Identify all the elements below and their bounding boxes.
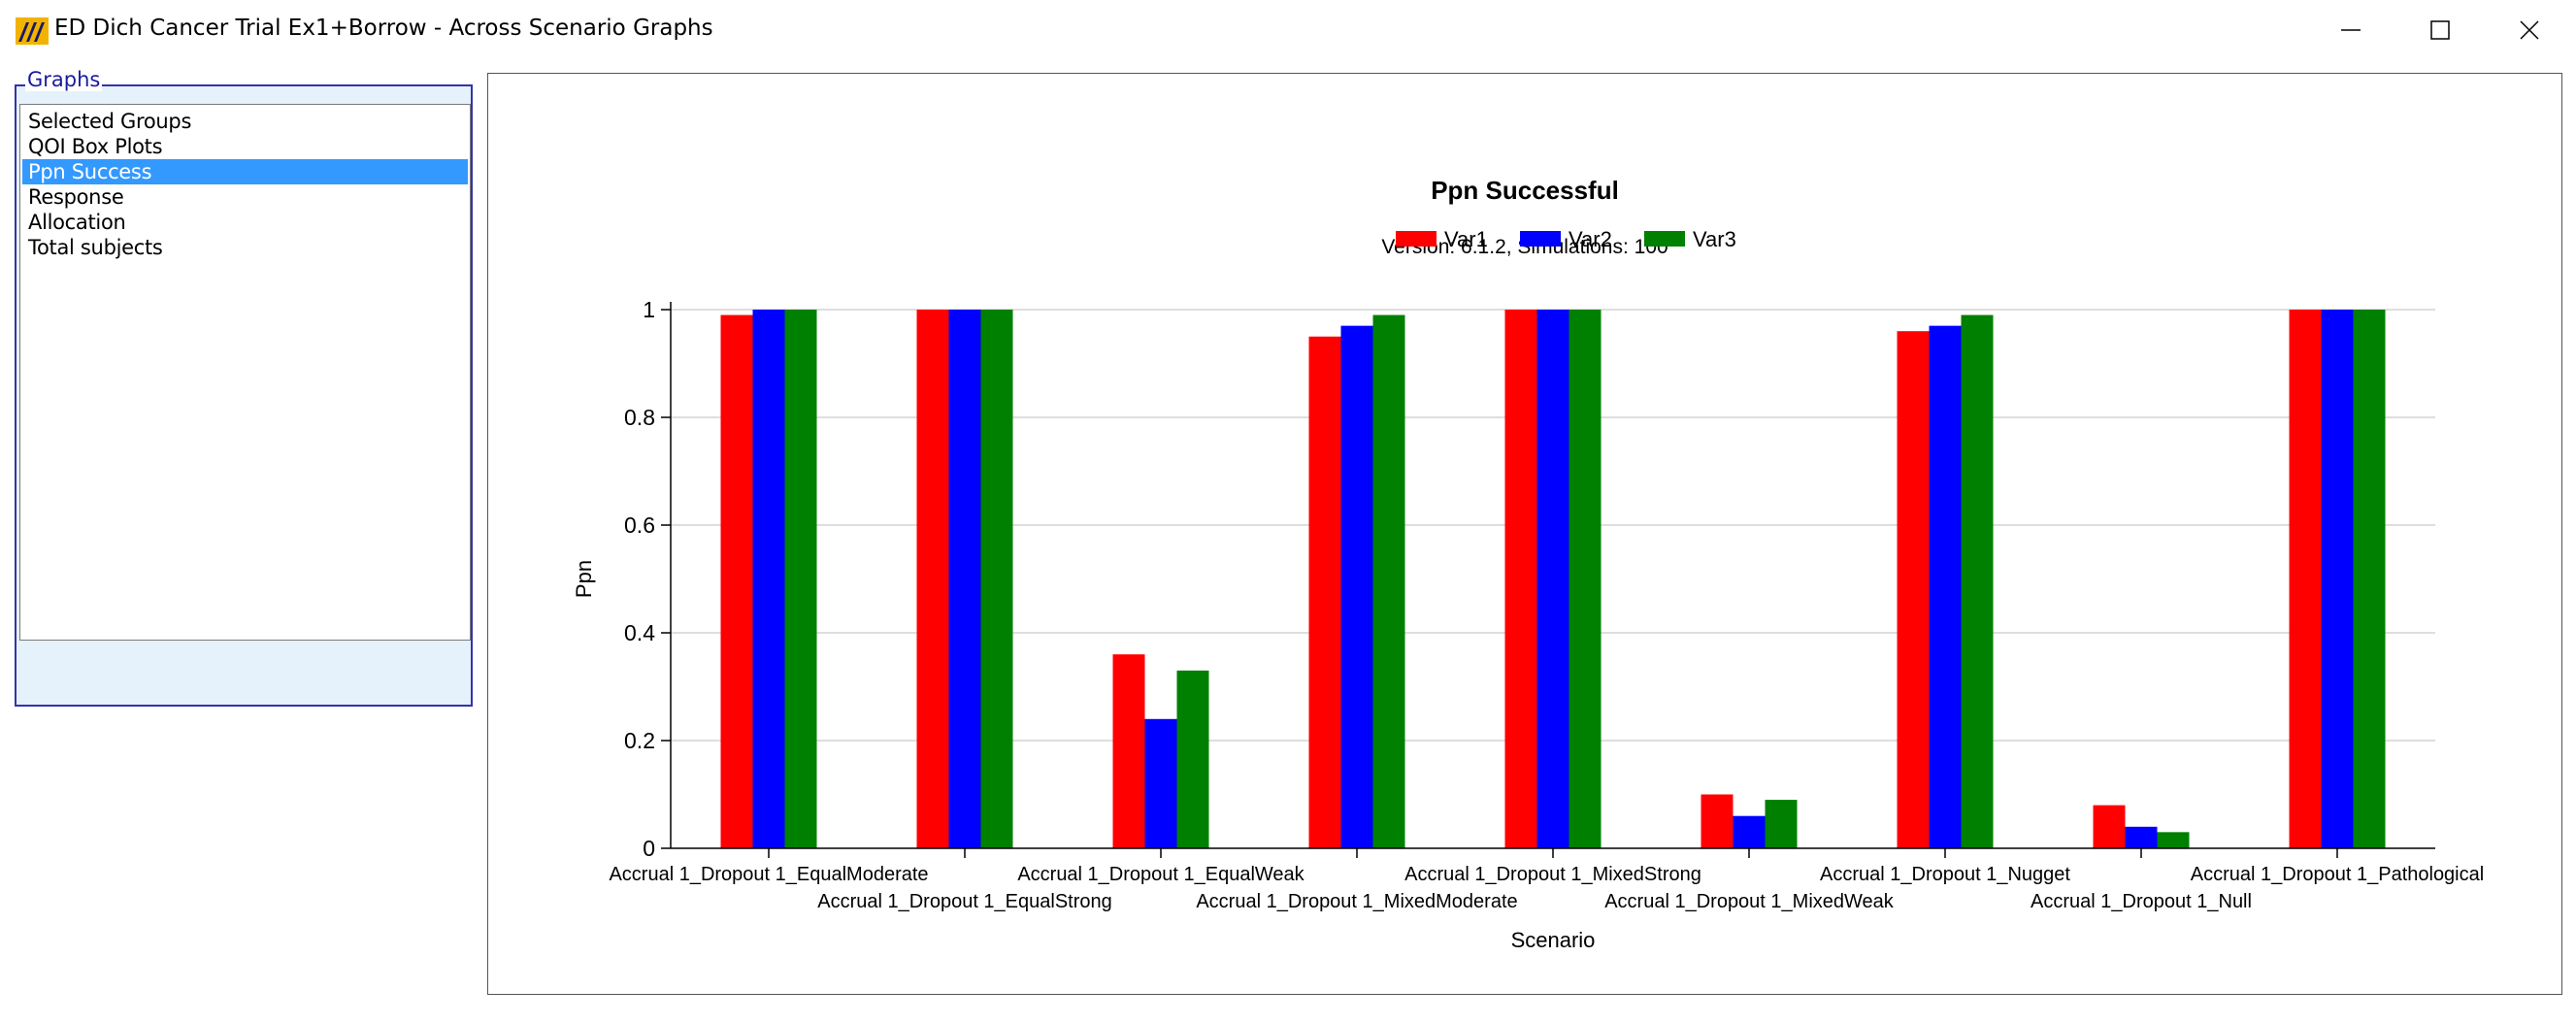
legend-label-var1: Var1 xyxy=(1444,227,1488,251)
bar-var3 xyxy=(1765,800,1798,848)
graphs-groupbox-label: Graphs xyxy=(25,68,103,91)
y-tick-label: 0.8 xyxy=(624,405,655,430)
x-tick-label: Accrual 1_Dropout 1_Nugget xyxy=(1820,864,2070,885)
chart-panel: Ppn Successful Version: 6.1.2, Simulatio… xyxy=(487,73,2562,995)
bar-var3 xyxy=(784,310,817,848)
maximize-icon xyxy=(2430,20,2450,40)
bar-var3 xyxy=(1372,314,1405,848)
bar-var1 xyxy=(1504,310,1537,848)
graphs-list-item-qoi-box-plots[interactable]: QOI Box Plots xyxy=(28,135,163,158)
legend-swatch-var2 xyxy=(1520,231,1561,247)
bar-var2 xyxy=(1340,325,1373,848)
x-tick-label: Accrual 1_Dropout 1_MixedWeak xyxy=(1604,891,1895,912)
bar-var2 xyxy=(1733,815,1766,848)
bar-var2 xyxy=(2125,826,2158,848)
y-tick-label: 0 xyxy=(643,836,655,861)
graphs-list-item-ppn-success[interactable]: Ppn Success xyxy=(22,159,468,184)
bar-var1 xyxy=(1112,654,1145,848)
chart-subtitle: Version: 6.1.2, Simulations: 100 xyxy=(1381,236,1668,258)
bar-var3 xyxy=(1176,670,1209,848)
bar-var2 xyxy=(1536,310,1569,848)
y-tick-label: 0.2 xyxy=(624,728,655,753)
y-tick-label: 0.6 xyxy=(624,512,655,538)
bar-var3 xyxy=(2157,832,2190,848)
bar-var1 xyxy=(720,314,753,848)
legend-label-var3: Var3 xyxy=(1693,227,1736,251)
bar-var3 xyxy=(980,310,1013,848)
minimize-button[interactable] xyxy=(2306,0,2395,60)
bar-chart: 0 0.2 0.4 0.6 0.8 1 Accrual 1_Dropout 1_EqualM… xyxy=(572,227,2484,952)
bar-var1 xyxy=(2093,805,2126,848)
x-tick-label: Accrual 1_Dropout 1_Pathological xyxy=(2191,864,2484,885)
graphs-list-item-allocation[interactable]: Allocation xyxy=(28,211,126,234)
maximize-button[interactable] xyxy=(2395,0,2485,60)
graphs-list-item-response[interactable]: Response xyxy=(28,185,124,209)
bar-var1 xyxy=(1897,331,1930,848)
bar-var2 xyxy=(1144,718,1177,848)
legend-label-var2: Var2 xyxy=(1569,227,1612,251)
bar-var1 xyxy=(1308,336,1341,848)
bar-var1 xyxy=(1701,794,1734,848)
window-title: ED Dich Cancer Trial Ex1+Borrow - Across… xyxy=(54,16,713,41)
bar-var3 xyxy=(1569,310,1602,848)
bar-var3 xyxy=(1961,314,1994,848)
bar-var1 xyxy=(916,310,949,848)
bar-var1 xyxy=(2289,310,2322,848)
chart-title: Ppn Successful xyxy=(1431,176,1619,205)
minimize-icon xyxy=(2341,29,2361,31)
bar-var2 xyxy=(948,310,981,848)
bar-var2 xyxy=(752,310,785,848)
y-tick-label: 1 xyxy=(643,297,655,322)
x-tick-label: Accrual 1_Dropout 1_EqualModerate xyxy=(609,864,928,885)
legend-swatch-var3 xyxy=(1644,231,1685,247)
bar-var3 xyxy=(2353,310,2386,848)
x-tick-label: Accrual 1_Dropout 1_EqualStrong xyxy=(817,891,1112,912)
close-button[interactable] xyxy=(2485,0,2574,60)
y-tick-label: 0.4 xyxy=(624,620,655,645)
x-tick-label: Accrual 1_Dropout 1_MixedStrong xyxy=(1404,864,1701,885)
title-bar: ED Dich Cancer Trial Ex1+Borrow - Across… xyxy=(0,0,2576,60)
x-tick-label: Accrual 1_Dropout 1_MixedModerate xyxy=(1196,891,1517,912)
close-icon xyxy=(2520,20,2539,40)
graphs-list-item-total-subjects[interactable]: Total subjects xyxy=(28,236,163,259)
x-tick-label: Accrual 1_Dropout 1_Null xyxy=(2031,891,2252,912)
x-axis-label: Scenario xyxy=(1511,928,1596,952)
bar-var2 xyxy=(2321,310,2354,848)
graphs-listbox[interactable]: Selected Groups QOI Box Plots Ppn Succes… xyxy=(19,104,471,641)
x-tick-label: Accrual 1_Dropout 1_EqualWeak xyxy=(1017,864,1305,885)
app-logo-icon xyxy=(16,17,49,45)
graphs-list-item-selected-groups[interactable]: Selected Groups xyxy=(28,110,192,133)
legend-swatch-var1 xyxy=(1396,231,1437,247)
y-axis-label: Ppn xyxy=(572,560,596,598)
bar-var2 xyxy=(1929,325,1962,848)
